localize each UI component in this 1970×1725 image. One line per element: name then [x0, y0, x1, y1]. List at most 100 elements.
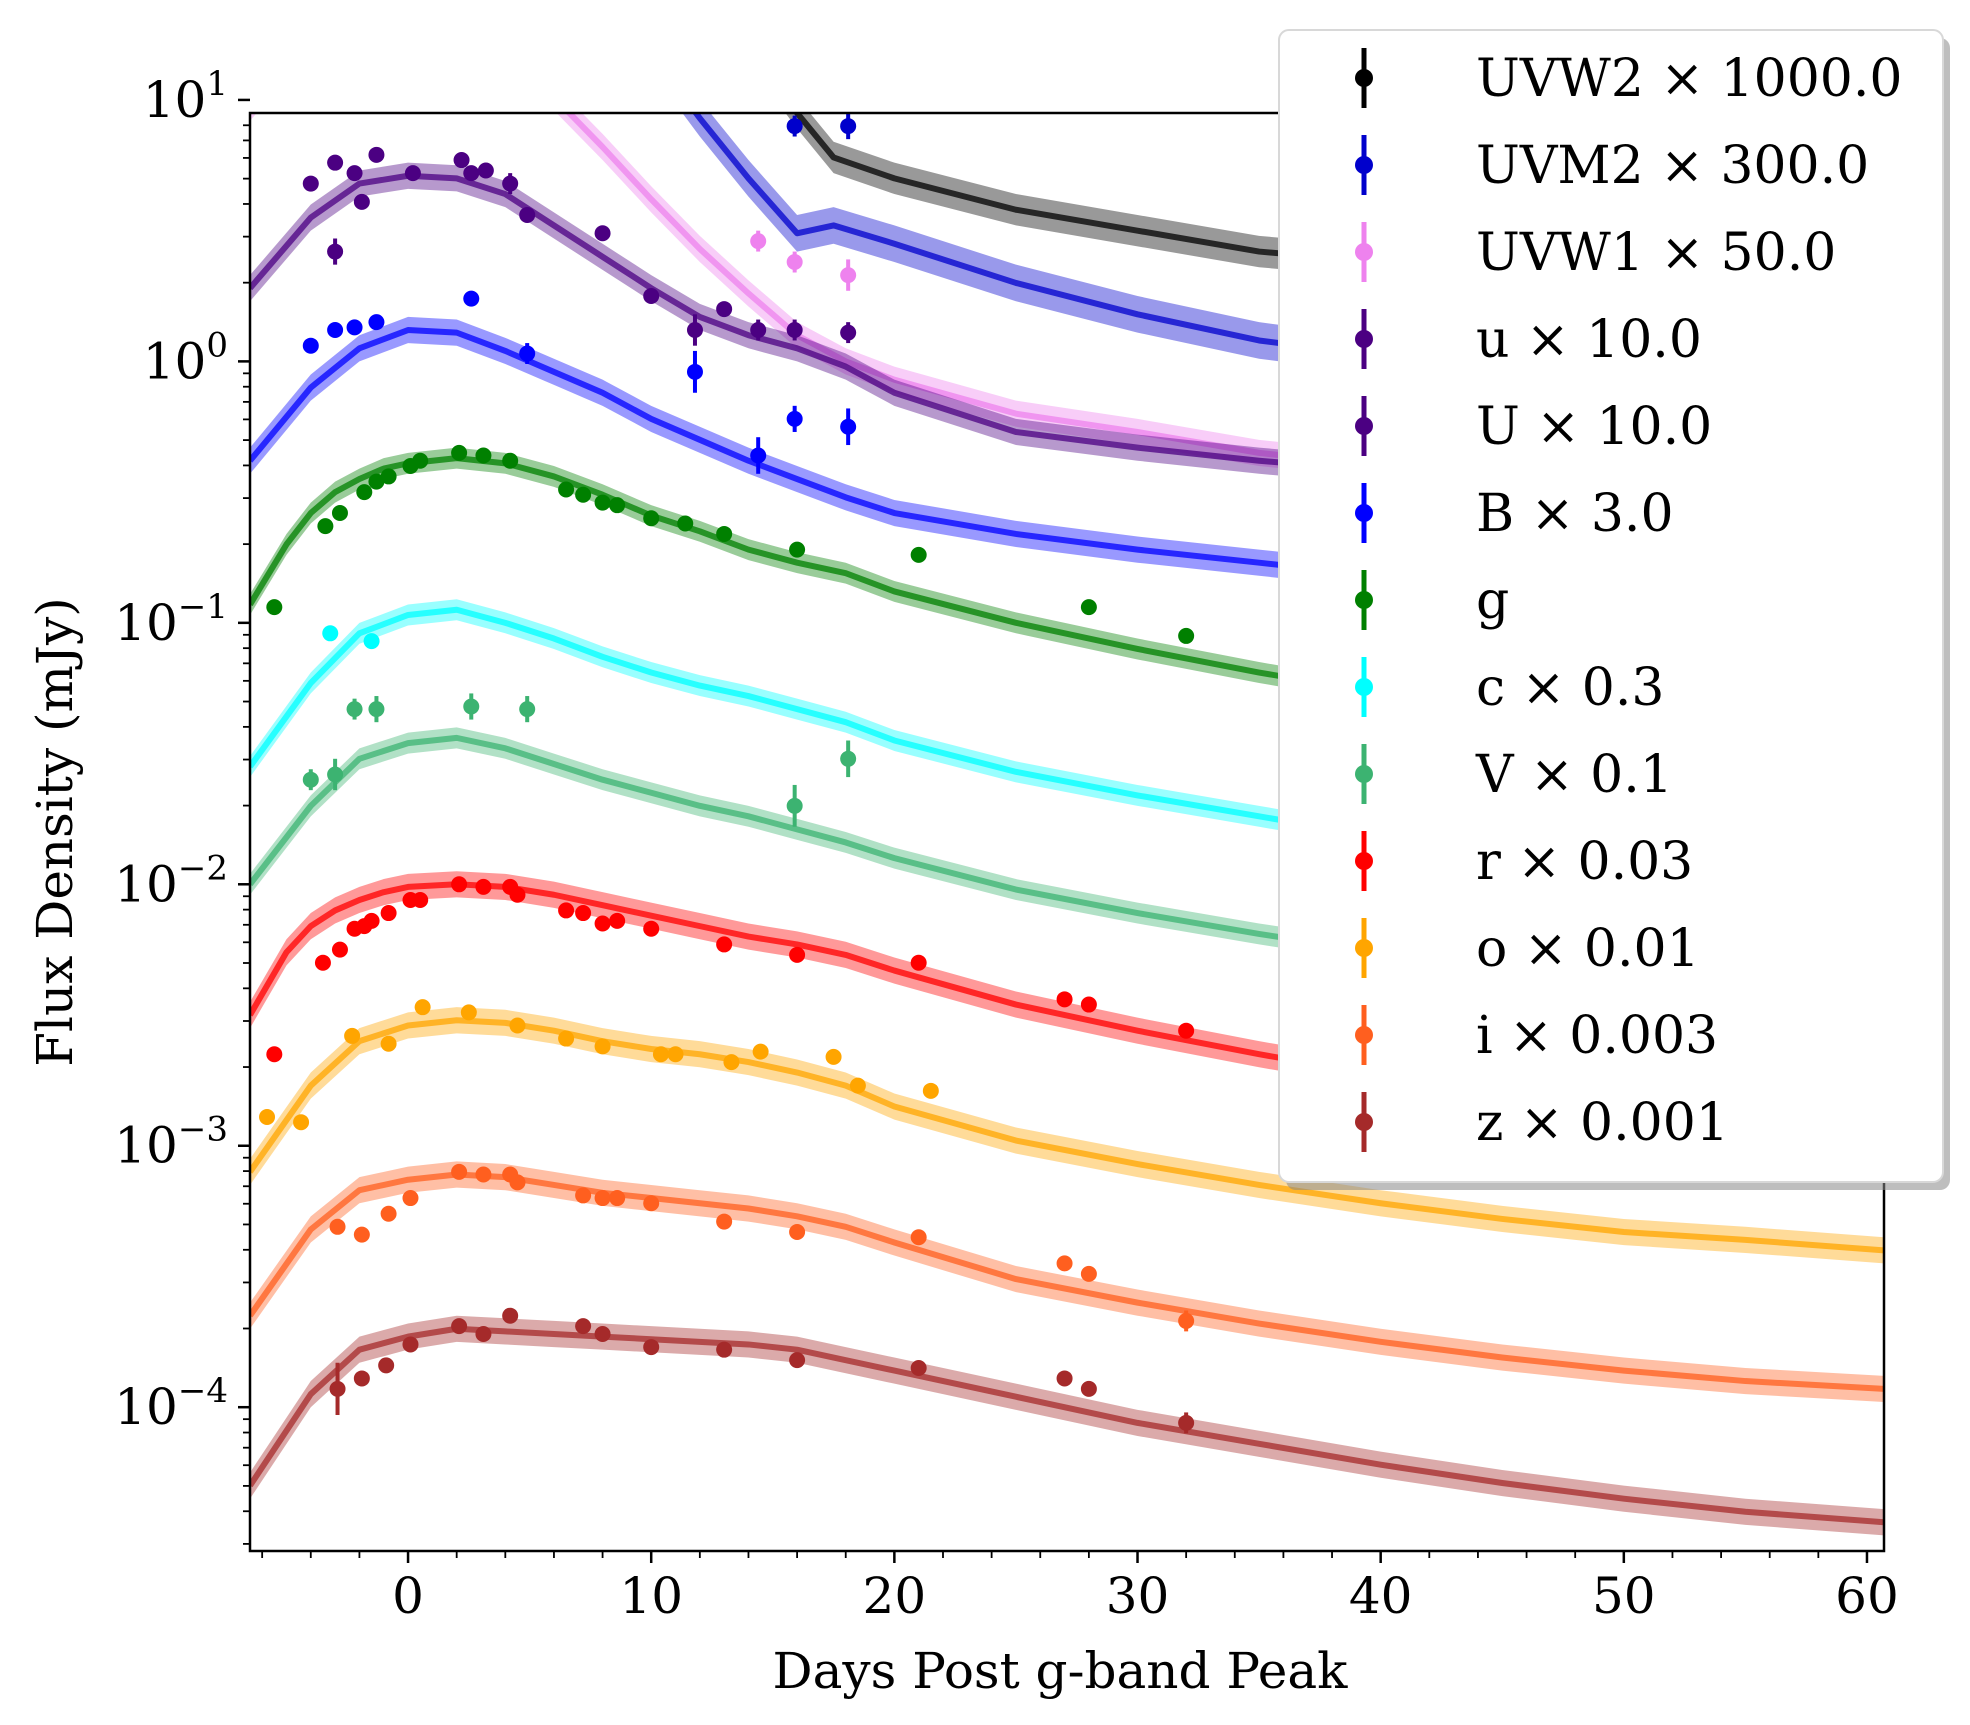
- model-line-5: [250, 327, 1381, 579]
- data-point-5-8: [786, 410, 803, 427]
- data-point-1-7: [786, 118, 803, 135]
- model-line-0: [793, 113, 1381, 266]
- model-band-0: [785, 113, 1381, 278]
- data-point-8-7: [840, 750, 857, 767]
- x-tick-label-10: 10: [619, 1567, 683, 1625]
- data-point-4-1: [353, 193, 370, 210]
- legend-label-1: UVM2 × 300.0: [1476, 136, 1869, 196]
- data-point-5-6: [686, 363, 703, 380]
- data-point-12-5: [475, 1325, 492, 1342]
- data-point-10-7: [558, 1030, 575, 1047]
- data-point-6-18: [789, 541, 806, 558]
- data-point-8-0: [302, 771, 319, 788]
- data-point-12-13: [1056, 1370, 1073, 1387]
- data-point-11-11: [643, 1195, 660, 1212]
- legend-label-9: r × 0.03: [1476, 832, 1693, 892]
- data-point-10-14: [849, 1077, 866, 1094]
- data-point-12-8: [594, 1325, 611, 1342]
- data-point-9-10: [475, 878, 492, 895]
- model-band-11: [250, 1161, 1884, 1402]
- data-point-9-13: [558, 902, 575, 919]
- data-point-3-16: [840, 324, 857, 341]
- series-7: [250, 599, 1382, 848]
- legend-label-6: g: [1476, 571, 1509, 631]
- series-11: [250, 1161, 1884, 1402]
- data-point-10-5: [460, 1004, 477, 1021]
- x-tick-label-30: 30: [1106, 1567, 1170, 1625]
- legend-marker-1: [1355, 156, 1373, 174]
- data-point-9-2: [331, 941, 348, 958]
- data-point-9-23: [1178, 1022, 1195, 1039]
- legend-marker-12: [1355, 1113, 1373, 1131]
- legend-label-12: z × 0.001: [1476, 1093, 1729, 1153]
- data-point-6-4: [368, 473, 385, 490]
- data-point-12-4: [451, 1318, 468, 1335]
- legend-marker-7: [1355, 678, 1373, 696]
- data-point-6-21: [1178, 627, 1195, 644]
- data-point-3-13: [716, 301, 733, 318]
- data-point-10-8: [594, 1038, 611, 1055]
- data-point-9-19: [789, 946, 806, 963]
- data-point-5-4: [463, 290, 480, 307]
- data-point-5-3: [368, 314, 385, 331]
- legend-marker-0: [1355, 69, 1373, 87]
- data-point-3-8: [502, 175, 519, 192]
- data-point-10-1: [293, 1114, 310, 1131]
- data-point-2-7: [786, 254, 803, 271]
- model-line-11: [250, 1171, 1884, 1392]
- data-point-3-7: [477, 162, 494, 179]
- model-line-2: [565, 113, 1381, 469]
- data-point-5-1: [327, 322, 344, 339]
- model-line-1: [692, 113, 1382, 360]
- series-0: [785, 113, 1381, 278]
- data-point-9-9: [451, 876, 468, 893]
- data-point-9-5: [363, 912, 380, 929]
- data-point-8-3: [368, 701, 385, 718]
- data-point-9-14: [575, 905, 592, 922]
- y-tick-label-2: 100: [143, 325, 228, 390]
- data-point-10-15: [922, 1082, 939, 1099]
- data-point-11-14: [910, 1229, 927, 1246]
- legend-label-2: UVW1 × 50.0: [1476, 223, 1836, 283]
- data-point-9-12: [509, 886, 526, 903]
- model-line-7: [250, 606, 1382, 841]
- data-point-6-7: [412, 452, 429, 469]
- data-point-6-10: [502, 452, 519, 469]
- data-point-6-17: [716, 525, 733, 542]
- data-point-11-5: [475, 1166, 492, 1183]
- data-point-3-11: [643, 288, 660, 305]
- data-point-1-8: [840, 118, 857, 135]
- data-point-6-11: [558, 481, 575, 498]
- data-point-9-18: [716, 936, 733, 953]
- data-point-9-22: [1080, 996, 1097, 1013]
- data-point-7-1: [363, 633, 380, 650]
- data-point-6-19: [910, 546, 927, 563]
- y-tick-label-3: 10−1: [114, 587, 228, 652]
- data-point-11-10: [609, 1190, 626, 1207]
- data-point-10-4: [414, 999, 431, 1016]
- data-point-6-20: [1080, 599, 1097, 616]
- data-point-12-12: [910, 1359, 927, 1376]
- data-point-4-0: [327, 243, 344, 260]
- legend-label-10: o × 0.01: [1476, 919, 1700, 979]
- data-point-10-9: [652, 1046, 669, 1063]
- x-tick-label-60: 60: [1835, 1567, 1899, 1625]
- y-tick-label-1: 101: [143, 64, 228, 129]
- legend-label-3: u × 10.0: [1476, 310, 1702, 370]
- data-point-11-2: [380, 1205, 397, 1222]
- model-band-2: [250, 113, 1381, 480]
- legend-label-11: i × 0.003: [1476, 1006, 1718, 1066]
- x-axis: 0 10 20 30 40 50 60: [261, 1551, 1899, 1625]
- model-line-10: [250, 1017, 1884, 1254]
- y-axis-title: Flux Density (mJy): [26, 597, 84, 1066]
- data-point-12-7: [575, 1318, 592, 1335]
- data-point-12-3: [402, 1336, 419, 1353]
- data-point-6-8: [451, 444, 468, 461]
- data-point-12-0: [329, 1380, 346, 1397]
- data-point-6-2: [331, 505, 348, 522]
- data-point-10-13: [825, 1048, 842, 1065]
- data-point-2-6: [750, 233, 767, 250]
- data-point-12-1: [353, 1370, 370, 1387]
- data-point-5-2: [346, 319, 363, 336]
- data-point-11-15: [1056, 1255, 1073, 1272]
